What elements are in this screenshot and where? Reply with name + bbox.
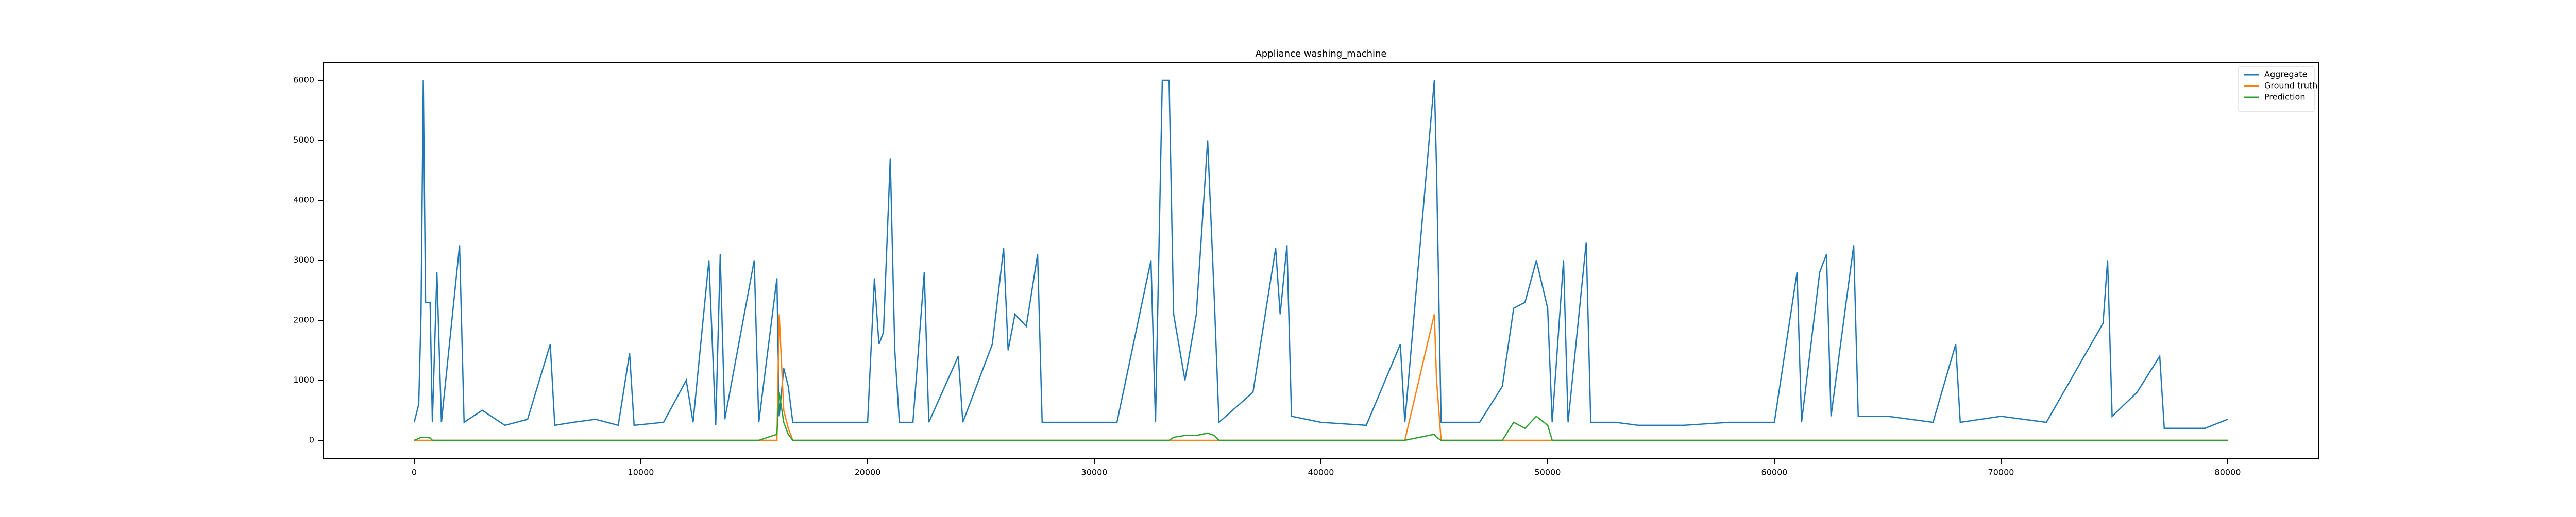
x-tick-label: 60000 — [1761, 468, 1788, 477]
legend-label: Aggregate — [2264, 70, 2307, 79]
legend-label: Ground truth — [2264, 81, 2317, 91]
y-tick-label: 2000 — [293, 315, 314, 325]
legend-label: Prediction — [2264, 92, 2305, 102]
x-tick-label: 0 — [412, 468, 417, 477]
x-tick-label: 10000 — [628, 468, 654, 477]
y-tick-label: 6000 — [293, 75, 314, 84]
chart-title: Appliance washing_machine — [1255, 48, 1386, 59]
y-tick-label: 5000 — [293, 135, 314, 145]
series-line — [413, 79, 2228, 429]
y-tick-label: 4000 — [293, 195, 314, 204]
series-line — [414, 392, 2228, 441]
x-tick-label: 20000 — [855, 468, 881, 477]
y-tick-label: 1000 — [293, 375, 314, 385]
x-tick-label: 30000 — [1081, 468, 1108, 477]
legend-box — [2238, 66, 2315, 112]
series-line — [414, 314, 2228, 441]
x-tick-label: 80000 — [2215, 468, 2241, 477]
y-tick-label: 0 — [309, 435, 314, 445]
plot-frame — [323, 62, 2319, 459]
x-tick-label: 40000 — [1308, 468, 1334, 477]
x-tick-label: 50000 — [1535, 468, 1561, 477]
x-tick-label: 70000 — [1988, 468, 2014, 477]
y-tick-label: 3000 — [293, 255, 314, 265]
